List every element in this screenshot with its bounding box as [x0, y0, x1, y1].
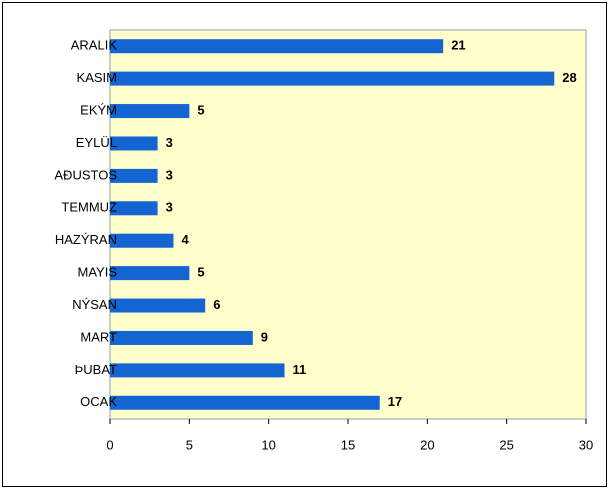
y-tick-label: NÝSAN [72, 297, 117, 312]
value-label: 21 [451, 38, 465, 53]
value-label: 3 [166, 200, 173, 215]
bar [110, 39, 444, 54]
bar [110, 330, 253, 345]
x-tick-label: 10 [261, 437, 275, 452]
value-label: 3 [166, 135, 173, 150]
bar [110, 266, 190, 281]
value-label: 28 [562, 70, 576, 85]
y-tick-label: ARALIK [71, 38, 118, 53]
x-tick-label: 30 [579, 437, 593, 452]
bar [110, 168, 158, 183]
bar [110, 395, 380, 410]
y-tick-label: KASIM [77, 70, 117, 85]
bar [110, 298, 206, 313]
x-tick-label: 15 [341, 437, 355, 452]
y-tick-label: TEMMUZ [61, 200, 117, 215]
y-tick-label: EYLÜL [76, 135, 117, 150]
y-tick-label: MAYIS [78, 265, 118, 280]
x-tick-label: 20 [420, 437, 434, 452]
bar [110, 363, 285, 378]
y-tick-label: MART [80, 329, 117, 344]
value-label: 11 [293, 362, 307, 377]
y-tick-label: HAZÝRAN [55, 232, 117, 247]
bar [110, 233, 174, 248]
plot-area [109, 29, 587, 420]
bar [110, 71, 555, 86]
bar [110, 136, 158, 151]
x-tick-label: 25 [499, 437, 513, 452]
y-tick-label: AÐUSTOS [54, 167, 117, 182]
value-label: 3 [166, 167, 173, 182]
y-tick-label: EKÝM [80, 102, 117, 117]
y-tick-label: OCAK [80, 394, 117, 409]
y-tick-label: ÞUBAT [75, 362, 117, 377]
value-label: 5 [197, 265, 204, 280]
value-label: 5 [197, 102, 204, 117]
bar [110, 104, 190, 119]
value-label: 17 [388, 394, 402, 409]
value-label: 6 [213, 297, 220, 312]
bar [110, 201, 158, 216]
x-tick-label: 0 [106, 437, 113, 452]
x-tick-label: 5 [186, 437, 193, 452]
value-label: 4 [181, 232, 189, 247]
value-label: 9 [261, 329, 268, 344]
